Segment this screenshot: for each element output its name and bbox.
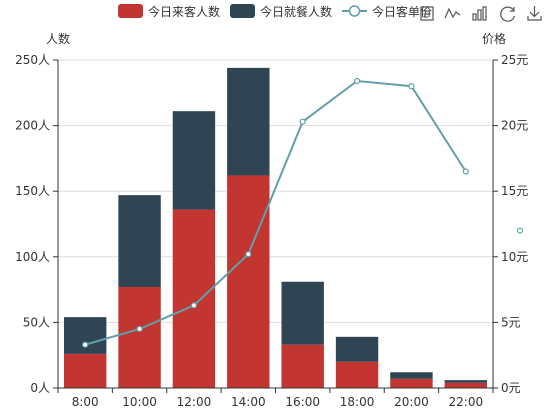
bar-diners[interactable] bbox=[335, 336, 379, 362]
bar-diners[interactable] bbox=[118, 195, 161, 287]
x-tick-label: 8:00 bbox=[72, 395, 99, 409]
y-left-tick-label: 100人 bbox=[15, 250, 50, 264]
axes: 0人 50人 100人 150人 200人 250人 0元 5元 10元 15元 20元 25元 8:0… bbox=[15, 53, 528, 409]
x-tick-label: 12:00 bbox=[177, 395, 212, 409]
legend-swatch-diners bbox=[230, 4, 255, 18]
point-unit-price[interactable] bbox=[136, 325, 143, 333]
bar-diners[interactable] bbox=[172, 111, 216, 210]
bar-diners[interactable] bbox=[390, 372, 433, 379]
y-right-tick-label: 25元 bbox=[501, 53, 528, 67]
y-left-tick-label: 0人 bbox=[30, 381, 50, 395]
line-series bbox=[82, 77, 524, 348]
bar-visitors[interactable] bbox=[335, 361, 379, 388]
restore-icon[interactable] bbox=[500, 6, 516, 22]
legend: 今日来客人数 今日就餐人数 今日客单价 bbox=[118, 4, 432, 19]
bar-chart-icon[interactable] bbox=[472, 6, 487, 21]
point-unit-price[interactable] bbox=[245, 251, 252, 258]
save-image-icon[interactable] bbox=[527, 6, 542, 21]
y-axis-left-label: 人数 bbox=[46, 31, 70, 46]
point-unit-price[interactable] bbox=[353, 77, 361, 85]
y-right-tick-label: 5元 bbox=[501, 315, 521, 329]
legend-item-diners[interactable]: 今日就餐人数 bbox=[230, 4, 332, 19]
bar-visitors[interactable] bbox=[118, 286, 161, 388]
line-unit-price bbox=[84, 79, 467, 346]
bar-diners[interactable] bbox=[444, 380, 488, 383]
legend-item-unit-price[interactable]: 今日客单价 bbox=[342, 4, 432, 19]
legend-item-visitors[interactable]: 今日来客人数 bbox=[118, 4, 220, 19]
legend-swatch-visitors bbox=[118, 4, 143, 18]
x-tick-label: 10:00 bbox=[122, 395, 157, 409]
bar-diners[interactable] bbox=[227, 67, 270, 176]
point-unit-price[interactable] bbox=[190, 302, 198, 309]
x-tick-label: 18:00 bbox=[340, 395, 375, 409]
data-view-icon[interactable] bbox=[420, 6, 434, 21]
line-chart-icon[interactable] bbox=[444, 7, 461, 19]
x-tick-label: 20:00 bbox=[394, 395, 429, 409]
y-left-tick-label: 50人 bbox=[23, 315, 50, 329]
legend-marker-unit-price bbox=[348, 5, 361, 17]
bar-visitors[interactable] bbox=[444, 382, 488, 388]
y-right-tick-label: 10元 bbox=[501, 250, 528, 264]
point-unit-price[interactable] bbox=[408, 83, 415, 90]
point-unit-price[interactable] bbox=[299, 118, 306, 125]
legend-label-unit-price: 今日客单价 bbox=[372, 4, 432, 19]
x-tick-label: 22:00 bbox=[449, 395, 484, 409]
y-left-tick-label: 150人 bbox=[15, 184, 50, 198]
legend-label-visitors: 今日来客人数 bbox=[148, 4, 220, 19]
point-unit-price[interactable] bbox=[462, 168, 469, 175]
bar-diners[interactable] bbox=[63, 317, 107, 354]
bar-visitors[interactable] bbox=[227, 175, 270, 388]
bar-series bbox=[63, 67, 488, 388]
x-tick-label: 14:00 bbox=[231, 395, 266, 409]
bar-visitors[interactable] bbox=[281, 344, 324, 388]
point-unit-price-extra[interactable] bbox=[516, 227, 524, 234]
toolbox bbox=[420, 6, 542, 22]
point-unit-price[interactable] bbox=[82, 341, 89, 348]
y-left-tick-label: 250人 bbox=[15, 53, 50, 67]
bar-visitors[interactable] bbox=[63, 353, 107, 388]
bar-visitors[interactable] bbox=[172, 209, 216, 388]
y-right-tick-label: 15元 bbox=[501, 184, 528, 198]
bar-diners[interactable] bbox=[281, 281, 324, 345]
x-tick-label: 16:00 bbox=[285, 395, 320, 409]
y-right-tick-label: 0元 bbox=[501, 381, 521, 395]
bar-visitors[interactable] bbox=[390, 378, 433, 388]
y-axis-right-label: 价格 bbox=[482, 31, 506, 46]
y-left-tick-label: 200人 bbox=[15, 119, 50, 133]
y-right-tick-label: 20元 bbox=[501, 119, 528, 133]
legend-label-diners: 今日就餐人数 bbox=[260, 4, 332, 19]
